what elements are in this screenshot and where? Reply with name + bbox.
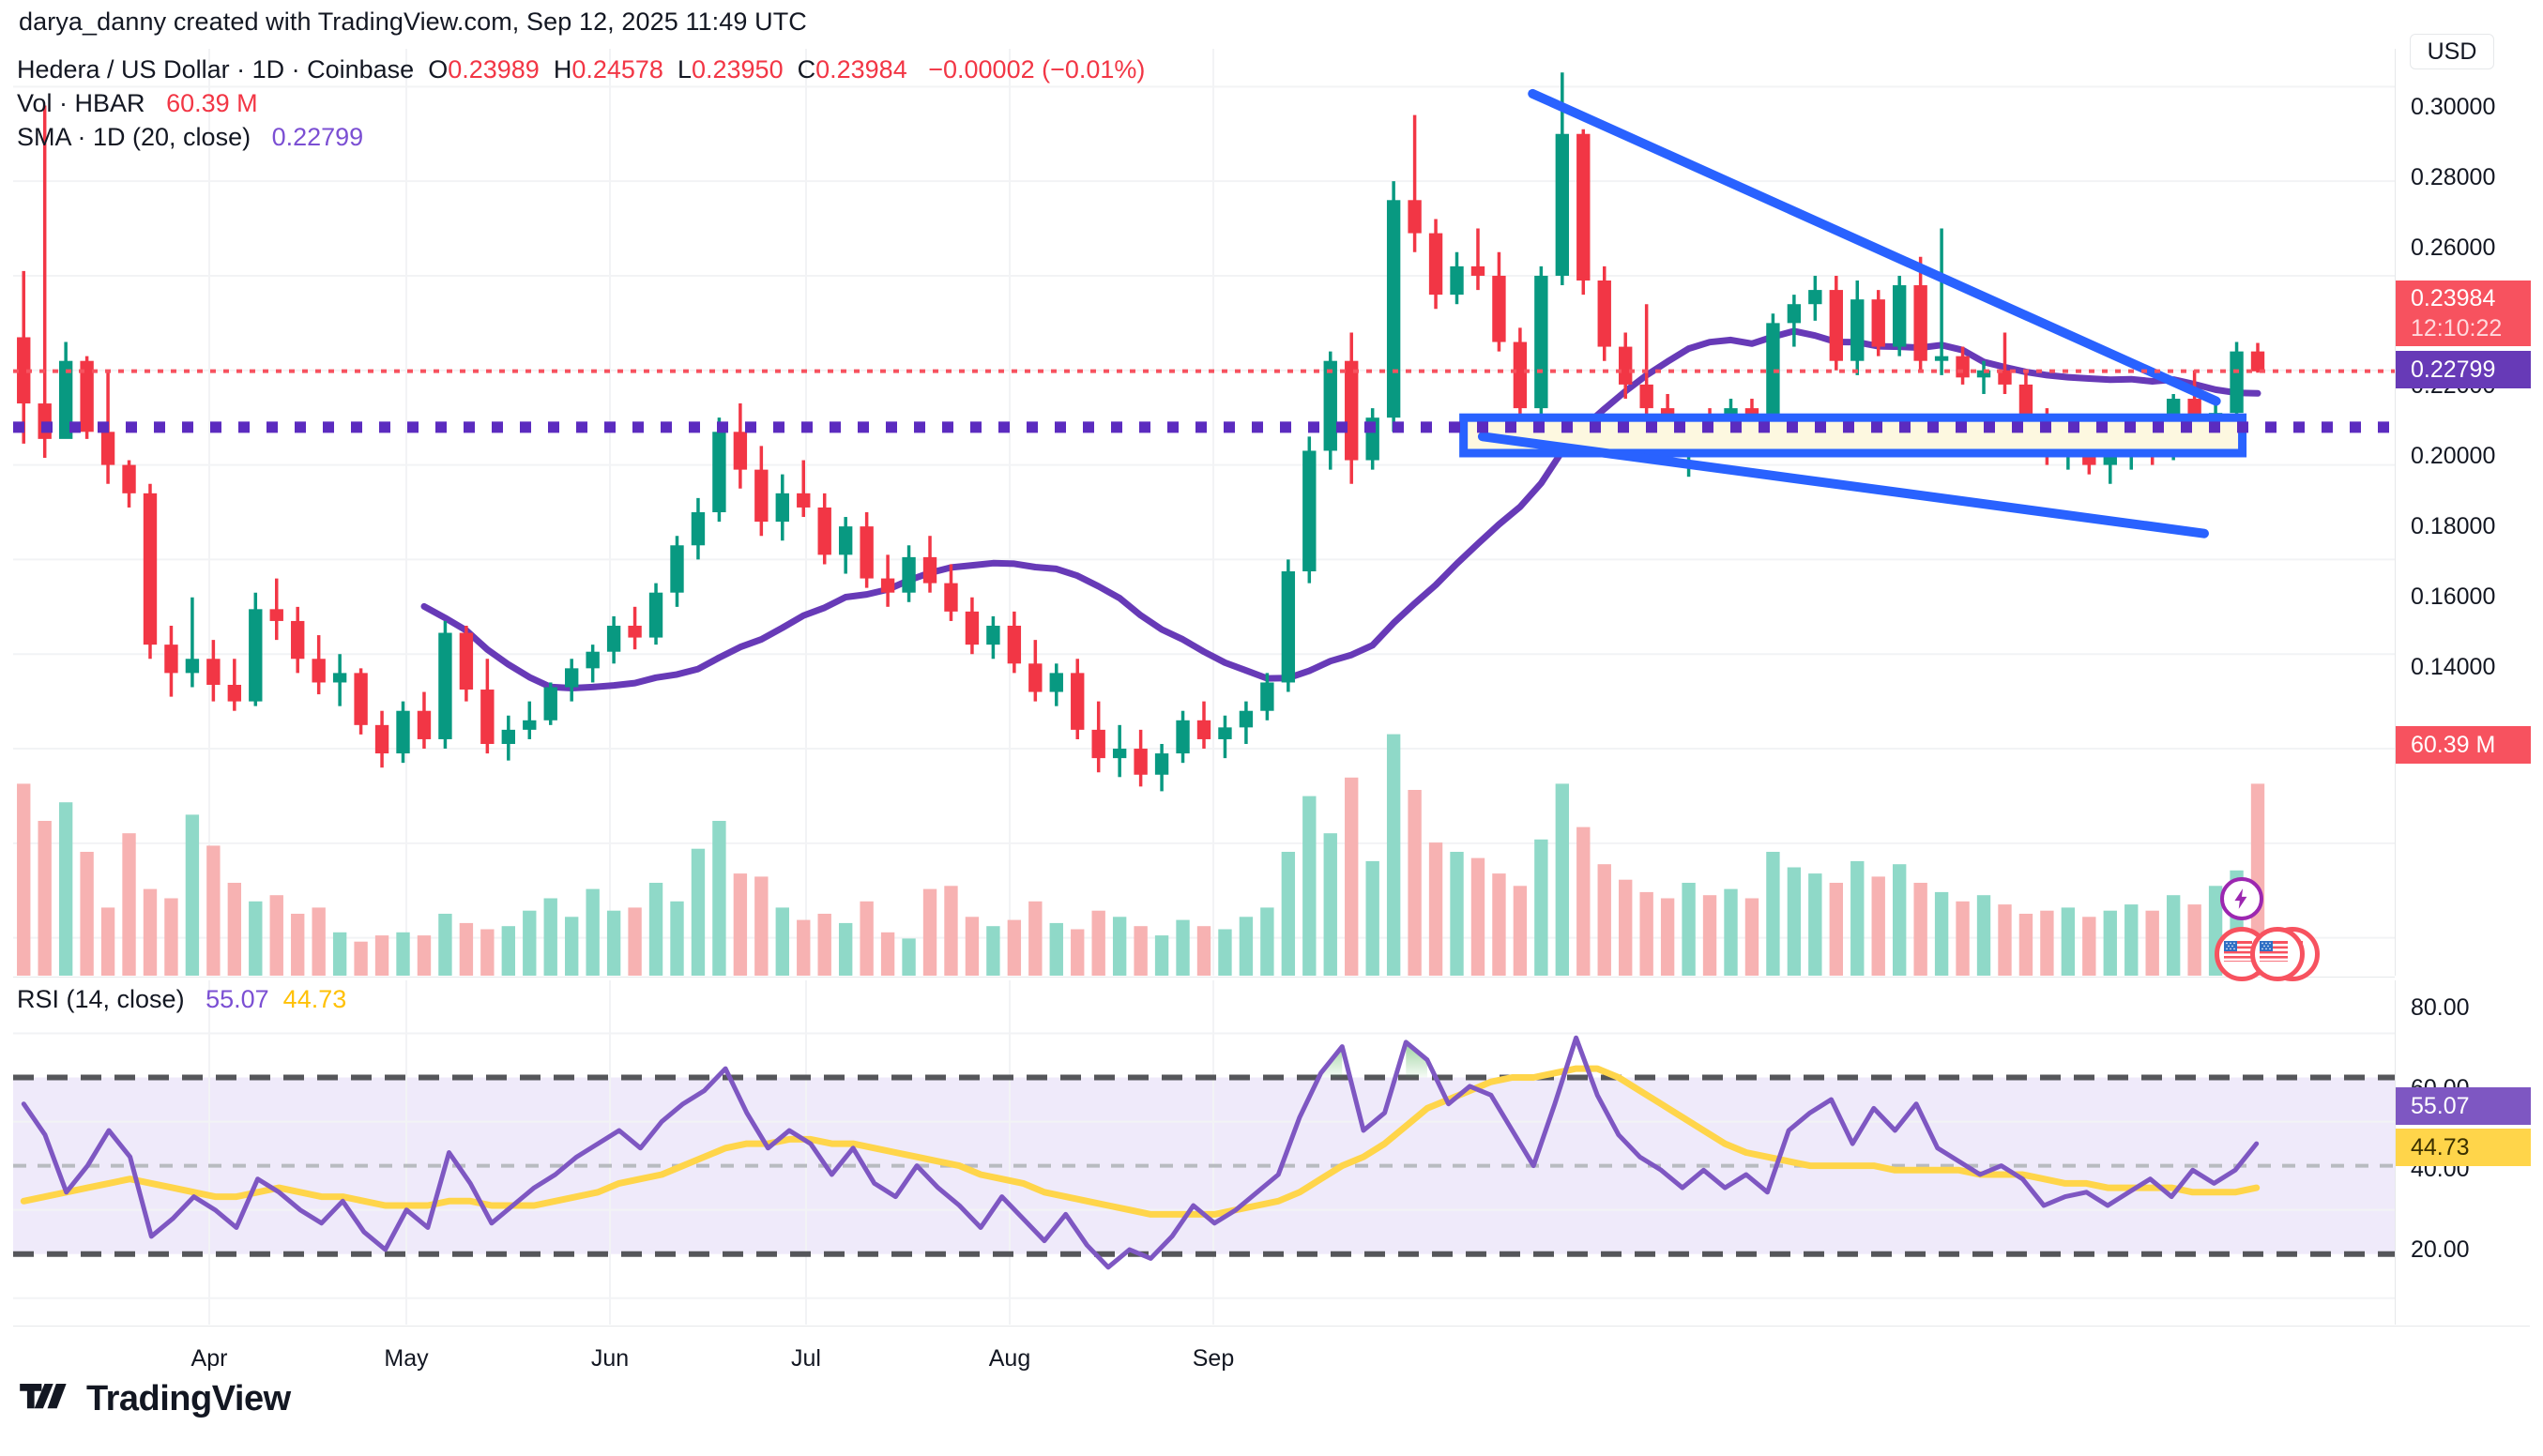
ohlc-open-label: O — [428, 55, 449, 83]
rsi-value: 55.07 — [206, 985, 269, 1013]
last-price-value: 0.23984 — [2411, 285, 2496, 311]
ohlc-change-value: −0.00002 (−0.01%) — [928, 55, 1146, 83]
legend-volume-row[interactable]: Vol · HBAR 60.39 M — [17, 86, 1145, 120]
price-chart-canvas — [13, 49, 2395, 976]
price-axis[interactable]: 0.30000 0.28000 0.26000 0.22000 0.20000 … — [2395, 49, 2531, 976]
price-legend[interactable]: Hedera / US Dollar · 1D · Coinbase O0.23… — [17, 53, 1145, 154]
rsi-value-badge[interactable]: 55.07 — [2396, 1087, 2531, 1125]
rsi-tick: 20.00 — [2411, 1236, 2470, 1263]
rsi-chart-canvas — [13, 980, 2395, 1325]
legend-symbol-row[interactable]: Hedera / US Dollar · 1D · Coinbase O0.23… — [17, 53, 1145, 86]
legend-symbol: Hedera / US Dollar · 1D · Coinbase — [17, 55, 415, 83]
us-flag-event-icon-b[interactable] — [2250, 927, 2305, 981]
rsi-legend[interactable]: RSI (14, close) 55.07 44.73 — [17, 985, 346, 1014]
time-axis[interactable]: Apr May Jun Jul Aug Sep — [13, 1326, 2530, 1383]
time-tick: Apr — [190, 1345, 228, 1372]
volume-value: 60.39 M — [166, 89, 258, 117]
time-tick: May — [384, 1345, 429, 1372]
volume-label: Vol · HBAR — [17, 89, 145, 117]
volume-badge[interactable]: 60.39 M — [2396, 726, 2531, 764]
rsi-tick: 80.00 — [2411, 994, 2470, 1021]
ohlc-close-value: 0.23984 — [815, 55, 907, 83]
bar-countdown: 12:10:22 — [2411, 315, 2503, 341]
sma-price-badge[interactable]: 0.22799 — [2396, 351, 2531, 388]
time-tick: Jul — [791, 1345, 821, 1372]
ohlc-high-value: 0.24578 — [571, 55, 663, 83]
last-price-badge[interactable]: 0.23984 12:10:22 — [2396, 281, 2531, 346]
time-tick: Jun — [590, 1345, 630, 1372]
ohlc-low-value: 0.23950 — [691, 55, 784, 83]
price-tick: 0.26000 — [2411, 235, 2496, 261]
rsi-label: RSI (14, close) — [17, 985, 185, 1013]
sma-value: 0.22799 — [271, 123, 364, 151]
price-tick: 0.18000 — [2411, 513, 2496, 539]
price-tick: 0.28000 — [2411, 164, 2496, 190]
bolt-icon[interactable] — [2220, 877, 2263, 920]
bolt-glyph — [2234, 888, 2247, 909]
us-flag-glyph — [2260, 941, 2288, 962]
price-tick: 0.16000 — [2411, 584, 2496, 610]
sma-label: SMA · 1D (20, close) — [17, 123, 251, 151]
price-chart-pane[interactable] — [13, 49, 2395, 976]
price-tick: 0.14000 — [2411, 654, 2496, 680]
ohlc-close-label: C — [797, 55, 816, 83]
tradingview-logo[interactable]: TradingView — [19, 1379, 291, 1419]
rsi-ma-value: 44.73 — [282, 985, 347, 1013]
time-tick: Sep — [1192, 1345, 1235, 1372]
flag-circle — [2250, 927, 2305, 981]
currency-chip[interactable]: USD — [2410, 34, 2494, 69]
price-tick: 0.30000 — [2411, 94, 2496, 120]
ohlc-high-label: H — [553, 55, 572, 83]
legend-sma-row[interactable]: SMA · 1D (20, close) 0.22799 — [17, 120, 1145, 154]
tradingview-wordmark: TradingView — [86, 1379, 291, 1418]
price-tick: 0.20000 — [2411, 443, 2496, 469]
ohlc-open-value: 0.23989 — [448, 55, 540, 83]
time-tick: Aug — [988, 1345, 1031, 1372]
rsi-chart-pane[interactable] — [13, 980, 2395, 1325]
attribution-text: darya_danny created with TradingView.com… — [19, 8, 807, 36]
ohlc-low-label: L — [677, 55, 692, 83]
pane-divider — [13, 977, 2395, 978]
rsi-ma-value-badge[interactable]: 44.73 — [2396, 1129, 2531, 1166]
chart-frame: 0.30000 0.28000 0.26000 0.22000 0.20000 … — [13, 49, 2531, 1372]
us-flag-glyph — [2224, 941, 2252, 962]
tradingview-mark-icon — [20, 1383, 67, 1408]
rsi-axis[interactable]: 80.00 60.00 40.00 20.00 55.07 44.73 — [2395, 980, 2531, 1325]
